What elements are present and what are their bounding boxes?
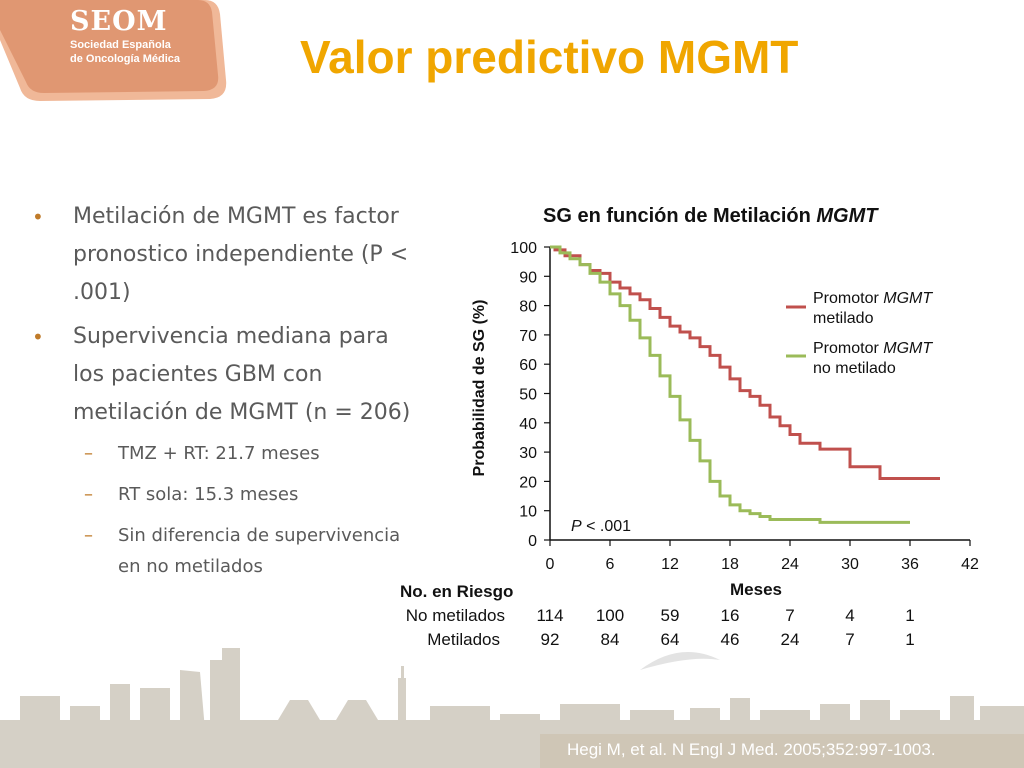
risk-table-value: 1 — [905, 606, 914, 625]
risk-table-value: 24 — [781, 630, 800, 649]
risk-table-value: 64 — [661, 630, 680, 649]
legend-label-italic: MGMT — [883, 290, 933, 307]
y-tick-label: 20 — [519, 474, 537, 491]
risk-table-value: 100 — [596, 606, 624, 625]
y-tick-label: 100 — [510, 240, 537, 257]
risk-table-value: 46 — [721, 630, 740, 649]
sub-bullet-item: – Sin diferencia de supervivencia en no m… — [32, 520, 412, 582]
p-value-rest: < .001 — [582, 518, 631, 535]
legend-label-unmethylated: Promotor MGMT no metilado — [813, 340, 933, 377]
citation: Hegi M, et al. N Engl J Med. 2005;352:99… — [567, 740, 936, 759]
risk-table-value: 59 — [661, 606, 680, 625]
chart-title-text: SG en función de Metilación — [543, 205, 816, 227]
y-tick-label: 70 — [519, 328, 537, 345]
sub-bullet-text: RT sola: 15.3 meses — [118, 484, 299, 505]
risk-table-value: 114 — [536, 606, 563, 625]
risk-table-values: 114 100 59 16 7 4 1 92 84 64 46 24 7 1 — [536, 606, 914, 649]
bullet-list: • Metilación de MGMT es factor pronostico… — [32, 198, 412, 592]
y-tick-label: 10 — [519, 504, 537, 521]
logo-line-2: de Oncología Médica — [70, 53, 181, 65]
logo-name: SEOM — [70, 6, 168, 37]
x-axis-label: Meses — [730, 580, 782, 599]
y-tick-label: 50 — [519, 387, 537, 404]
risk-table-value: 16 — [721, 606, 740, 625]
legend: Promotor MGMT metilado Promotor MGMT no me… — [786, 290, 933, 377]
dash-icon: – — [84, 525, 93, 546]
y-tick-label: 0 — [528, 533, 537, 550]
sub-bullet-text: Sin diferencia de supervivencia en no me… — [118, 525, 401, 577]
x-tick-label: 30 — [841, 556, 859, 573]
logo-line-1: Sociedad Española — [70, 39, 171, 51]
risk-table-value: 7 — [785, 606, 794, 625]
slide-title: Valor predictivo MGMT — [300, 31, 799, 83]
seom-logo: SEOM Sociedad Española de Oncología Médi… — [70, 6, 180, 65]
legend-label-italic: MGMT — [883, 340, 933, 357]
risk-table-value: 4 — [845, 606, 854, 625]
y-tick-label: 60 — [519, 357, 537, 374]
x-tick-label: 0 — [546, 556, 555, 573]
bullet-dot-icon: • — [32, 325, 44, 349]
risk-table-value: 92 — [541, 630, 560, 649]
dash-icon: – — [84, 443, 93, 464]
p-value-italic: P — [571, 518, 582, 535]
y-tick-label: 30 — [519, 445, 537, 462]
legend-label-part: Promotor — [813, 290, 883, 307]
sub-bullet-item: – RT sola: 15.3 meses — [32, 479, 412, 510]
x-tick-label: 36 — [901, 556, 919, 573]
sub-bullet-item: – TMZ + RT: 21.7 meses — [32, 438, 412, 469]
bullet-text: Metilación de MGMT es factor pronostico … — [73, 204, 409, 305]
risk-table-title: No. en Riesgo — [400, 582, 513, 601]
p-value: P < .001 — [571, 518, 631, 535]
bullet-dot-icon: • — [32, 205, 44, 229]
x-tick-label: 42 — [961, 556, 979, 573]
survival-chart: SG en función de Metilación MGMT Probabi… — [400, 205, 979, 649]
legend-label-line2: metilado — [813, 310, 874, 327]
risk-table-value: 7 — [845, 630, 854, 649]
bullet-item: • Metilación de MGMT es factor pronostico… — [32, 198, 412, 312]
legend-label-methylated: Promotor MGMT metilado — [813, 290, 933, 327]
y-tick-label: 90 — [519, 269, 537, 286]
x-tick-label: 6 — [606, 556, 615, 573]
bullet-item: • Supervivencia mediana para los paciente… — [32, 318, 412, 432]
chart-title-italic: MGMT — [816, 205, 879, 227]
bullet-text: Supervivencia mediana para los pacientes… — [73, 324, 411, 425]
risk-table-value: 1 — [905, 630, 914, 649]
sub-bullet-text: TMZ + RT: 21.7 meses — [118, 443, 320, 464]
legend-label-line2: no metilado — [813, 360, 896, 377]
x-tick-label: 24 — [781, 556, 799, 573]
logo-tab — [0, 0, 227, 101]
legend-label-part: Promotor — [813, 340, 883, 357]
plot-area: 0 6 12 18 24 30 36 42 0 10 20 30 40 50 60 70 80 90 100 — [510, 240, 979, 573]
y-tick-label: 40 — [519, 416, 537, 433]
city-skyline-decoration — [0, 648, 1024, 768]
y-axis-label: Probabilidad de SG (%) — [471, 300, 488, 477]
x-tick-label: 18 — [721, 556, 739, 573]
x-tick-label: 12 — [661, 556, 679, 573]
y-tick-label: 80 — [519, 299, 537, 316]
series-line-unmethylated — [550, 245, 910, 524]
dash-icon: – — [84, 484, 93, 505]
risk-row-label: No metilados — [406, 606, 505, 625]
risk-row-label: Metilados — [427, 630, 500, 649]
chart-title: SG en función de Metilación MGMT — [543, 205, 879, 227]
risk-table-value: 84 — [601, 630, 620, 649]
